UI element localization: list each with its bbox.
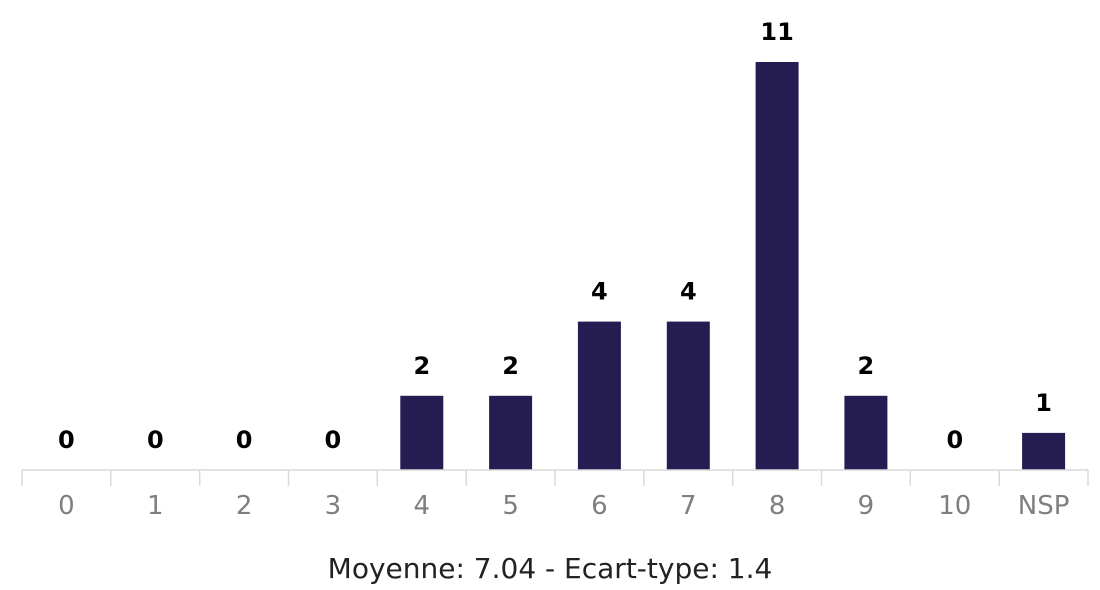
bar-7: [666, 321, 710, 470]
data-label-10: 0: [946, 426, 963, 454]
x-tick-label-0: 0: [58, 491, 75, 521]
bar-5: [489, 395, 533, 470]
bar-8: [755, 62, 799, 470]
bar-NSP: [1022, 432, 1066, 470]
data-label-1: 0: [147, 426, 164, 454]
data-label-9: 2: [858, 352, 875, 380]
data-label-2: 0: [236, 426, 253, 454]
data-label-8: 11: [760, 18, 793, 46]
x-tick-label-6: 6: [591, 491, 608, 521]
data-label-7: 4: [680, 278, 697, 306]
x-tick-label-3: 3: [325, 491, 342, 521]
data-label-3: 0: [325, 426, 342, 454]
data-label-6: 4: [591, 278, 608, 306]
x-tick-label-7: 7: [680, 491, 697, 521]
bar-9: [844, 395, 888, 470]
data-label-5: 2: [502, 352, 519, 380]
x-tick-label-8: 8: [769, 491, 786, 521]
bar-4: [400, 395, 444, 470]
x-tick-label-4: 4: [414, 491, 431, 521]
x-tick-label-1: 1: [147, 491, 164, 521]
data-label-NSP: 1: [1035, 389, 1052, 417]
x-tick-label-5: 5: [502, 491, 519, 521]
data-label-4: 2: [413, 352, 430, 380]
x-tick-label-NSP: NSP: [1018, 491, 1070, 521]
x-tick-label-9: 9: [858, 491, 875, 521]
x-tick-label-10: 10: [938, 491, 971, 521]
x-tick-label-2: 2: [236, 491, 253, 521]
bar-6: [577, 321, 621, 470]
data-label-0: 0: [58, 426, 75, 454]
stats-caption: Moyenne: 7.04 - Ecart-type: 1.4: [327, 552, 773, 585]
